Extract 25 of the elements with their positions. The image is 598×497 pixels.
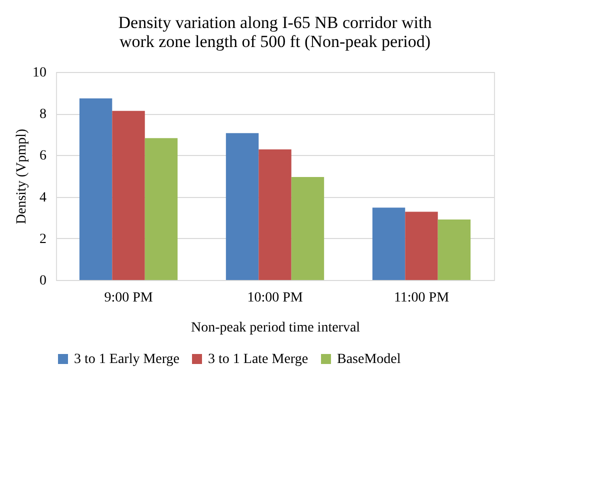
legend-label: BaseModel	[337, 352, 401, 367]
text: Density variation along I-65 NB corridor with	[118, 13, 432, 32]
bar	[226, 133, 259, 280]
bar	[438, 219, 471, 280]
y-tick-label: 2	[40, 232, 46, 247]
x-tick-label: 9:00 PM	[104, 290, 154, 306]
x-tick-label: 10:00 PM	[247, 290, 304, 306]
x-axis-title: Non-peak period time interval	[190, 320, 360, 336]
bar	[291, 177, 324, 280]
y-axis-title: Density (Vpmpl)	[14, 128, 30, 224]
bar	[405, 212, 438, 280]
legend-label: 3 to 1 Late Merge	[208, 352, 308, 367]
bar	[79, 98, 112, 280]
y-tick-label: 0	[40, 274, 46, 288]
bar	[144, 138, 178, 280]
y-tick-label: 6	[40, 148, 46, 164]
y-tick-label: 4	[40, 190, 46, 206]
bar	[372, 208, 406, 280]
text: work zone length of 500 ft (Non-peak period)	[119, 32, 431, 51]
y-tick-label: 10	[32, 66, 46, 80]
legend-label: 3 to 1 Early Merge	[74, 352, 180, 367]
bar	[258, 149, 292, 280]
bar	[112, 110, 145, 280]
x-tick-label: 11:00 PM	[394, 290, 450, 306]
y-tick-label: 8	[40, 107, 46, 122]
